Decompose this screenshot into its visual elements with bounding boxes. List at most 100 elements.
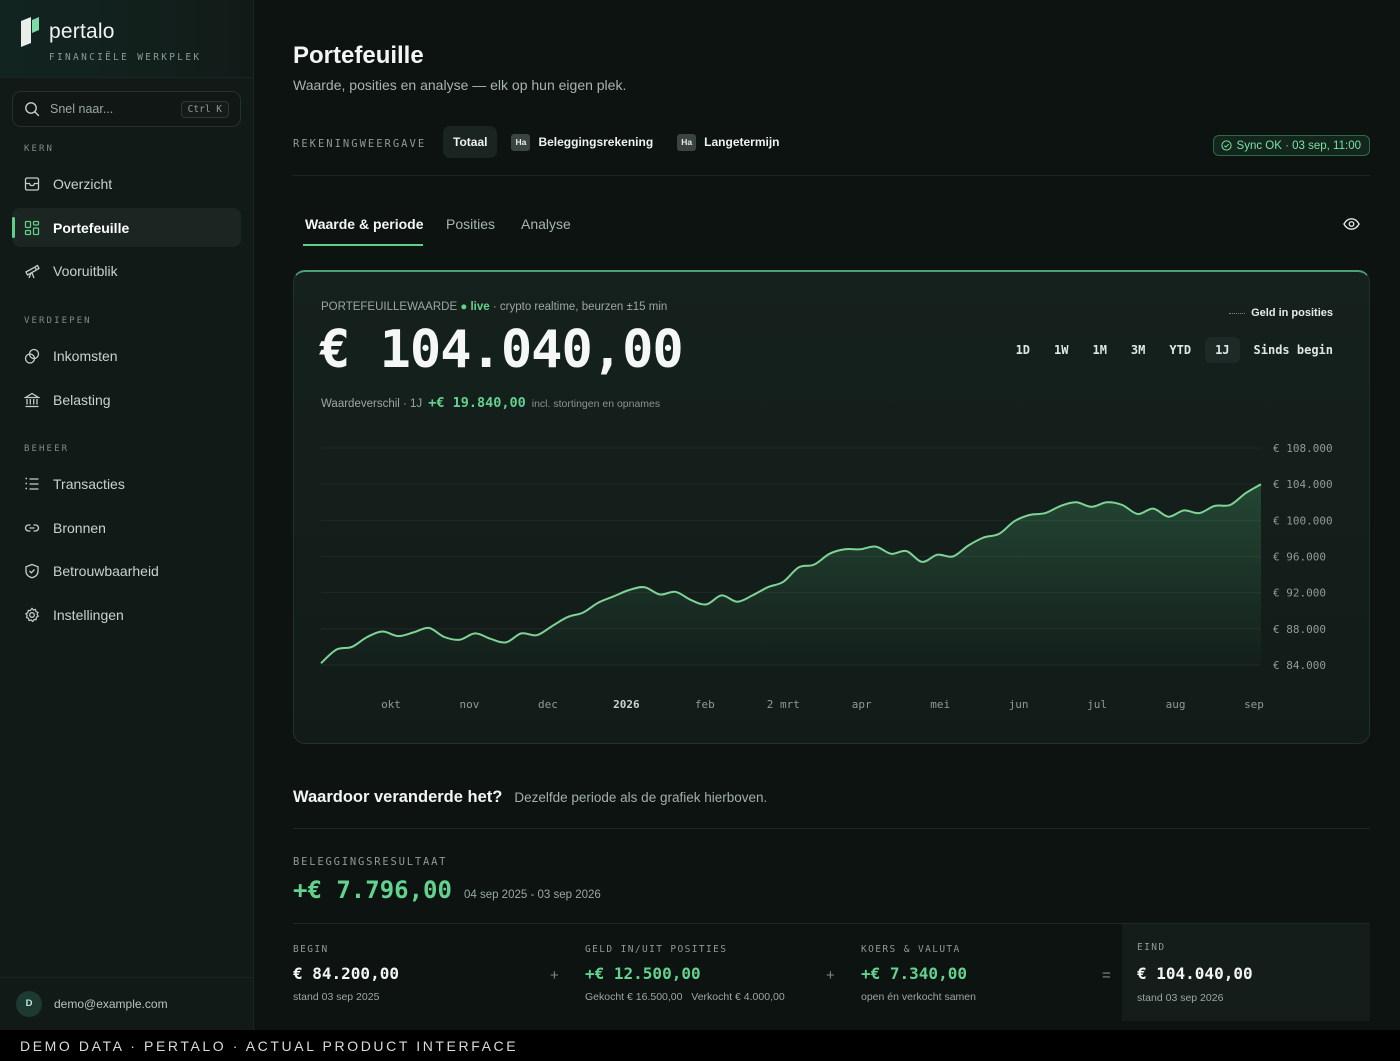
grid-icon <box>24 220 40 235</box>
x-tick-label: 2 mrt <box>767 698 800 711</box>
bridge-end-note: stand 03 sep 2026 <box>1137 992 1224 1004</box>
search-icon <box>25 102 40 117</box>
range-button-ytd[interactable]: YTD <box>1169 343 1192 357</box>
account-badge: Ha <box>677 133 697 151</box>
x-tick-label: mei <box>930 698 950 711</box>
link-icon <box>24 523 40 532</box>
y-tick-label: € 104.000 <box>1273 478 1333 491</box>
range-button-1m[interactable]: 1M <box>1092 343 1107 357</box>
bridge-flows-label: GELD IN/UIT POSITIES <box>585 944 728 955</box>
range-button-1w[interactable]: 1W <box>1054 343 1069 357</box>
tab-waarde-periode[interactable]: Waarde & periode <box>305 216 424 232</box>
section-label-kern: KERN <box>24 144 55 154</box>
sidebar-item-label: Instellingen <box>53 606 124 623</box>
bridge-flows-value: +€ 12.500,00 <box>585 964 701 983</box>
value-difference-amount: +€ 19.840,00 <box>428 395 526 411</box>
main-content: Portefeuille Waarde, posities en analyse… <box>254 0 1400 1030</box>
range-button-1d[interactable]: 1D <box>1015 343 1031 357</box>
avatar: D <box>16 990 42 1017</box>
account-option-label: Langetermijn <box>704 135 780 149</box>
live-note: · crypto realtime, beurzen ±15 min <box>492 301 668 313</box>
brand-name: pertalo <box>49 20 115 43</box>
investment-result: +€ 7.796,00 04 sep 2025 - 03 sep 2026 <box>293 876 601 904</box>
equals-operator: = <box>1102 967 1111 984</box>
range-button-sinds-begin[interactable]: Sinds begin <box>1253 343 1333 357</box>
sidebar-item-betrouwbaarheid[interactable]: Betrouwbaarheid <box>12 551 241 590</box>
sync-status-text: Sync OK · 03 sep, 11:00 <box>1236 139 1361 152</box>
brand: pertalo FINANCIËLE WERKPLEK <box>0 0 253 78</box>
coins-icon <box>24 348 40 364</box>
sidebar-item-label: Belasting <box>53 391 111 408</box>
pertalo-logo-icon <box>21 17 39 47</box>
investment-result-value: +€ 7.796,00 <box>293 876 452 904</box>
bridge-end: EIND € 104.040,00 stand 03 sep 2026 <box>1122 924 1370 1021</box>
legend-line-marker <box>1229 312 1246 314</box>
shield-icon <box>25 563 39 578</box>
y-tick-label: € 96.000 <box>1273 551 1326 564</box>
bridge-fx-note: open én verkocht samen <box>861 991 976 1003</box>
sync-status-badge: Sync OK · 03 sep, 11:00 <box>1212 135 1370 156</box>
sidebar-item-transacties[interactable]: Transacties <box>12 464 241 503</box>
legend-label: Geld in posities <box>1251 307 1333 319</box>
value-bridge: BEGIN € 84.200,00 stand 03 sep 2025 + GE… <box>293 923 1370 1021</box>
tab-posities[interactable]: Posities <box>446 216 496 232</box>
tab-analyse[interactable]: Analyse <box>521 216 571 232</box>
portfolio-value: € 104.040,00 <box>319 320 684 380</box>
change-explanation-title: Waardoor veranderde het? <box>293 788 503 806</box>
sidebar-item-overzicht[interactable]: Overzicht <box>12 164 241 203</box>
divider <box>293 828 1370 829</box>
range-button-3m[interactable]: 3M <box>1130 343 1146 357</box>
sidebar-item-inkomsten[interactable]: Inkomsten <box>12 336 241 375</box>
y-tick-label: € 88.000 <box>1273 623 1326 636</box>
range-selector: 1D 1W 1M 3M YTD 1J Sinds begin <box>1006 337 1343 363</box>
plus-operator: + <box>550 967 559 984</box>
value-difference: Waardeverschil · 1J +€ 19.840,00 incl. s… <box>321 395 660 411</box>
eye-icon[interactable] <box>1343 217 1360 231</box>
page-subtitle: Waarde, posities en analyse — elk op hun… <box>293 77 627 93</box>
bridge-end-value: € 104.040,00 <box>1137 964 1253 983</box>
x-tick-label: 2026 <box>613 698 640 711</box>
account-option-label: Beleggingsrekening <box>538 135 654 149</box>
sidebar-item-bronnen[interactable]: Bronnen <box>12 508 241 547</box>
account-option-label: Totaal <box>453 135 488 149</box>
account-option-totaal[interactable]: Totaal <box>443 126 498 158</box>
page-title: Portefeuille <box>293 42 424 69</box>
sidebar-item-portefeuille[interactable]: Portefeuille <box>12 208 241 247</box>
account-option-langetermijn[interactable]: Ha Langetermijn <box>667 126 789 158</box>
x-tick-label: jun <box>1009 698 1029 711</box>
investment-result-label: BELEGGINGSRESULTAAT <box>293 856 448 868</box>
bridge-fx-value: +€ 7.340,00 <box>861 964 967 983</box>
sidebar-item-instellingen[interactable]: Instellingen <box>12 595 241 634</box>
section-label-verdiepen: VERDIEPEN <box>24 316 92 326</box>
demo-footer: DEMO DATA · PERTALO · ACTUAL PRODUCT INT… <box>0 1030 1400 1061</box>
portfolio-value-label: PORTEFEUILLEWAARDE ● live · crypto realt… <box>321 301 667 313</box>
bridge-end-label: EIND <box>1137 942 1166 953</box>
chart-legend: Geld in posities <box>1229 307 1333 319</box>
sidebar-item-label: Betrouwbaarheid <box>53 562 159 579</box>
active-tab-indicator <box>303 244 423 246</box>
investment-result-period: 04 sep 2025 - 03 sep 2026 <box>463 889 601 901</box>
x-tick-label: feb <box>695 698 715 711</box>
sold-amount: Verkocht € 4.000,00 <box>691 991 785 1003</box>
bridge-begin-label: BEGIN <box>293 944 329 955</box>
account-option-beleggingsrekening[interactable]: Ha Beleggingsrekening <box>501 126 663 158</box>
sidebar-item-label: Inkomsten <box>53 347 118 364</box>
user-email: demo@example.com <box>54 996 168 1011</box>
search-placeholder: Snel naar... <box>50 102 114 116</box>
sidebar-item-vooruitblik[interactable]: Vooruitblik <box>12 251 241 290</box>
bank-icon <box>24 392 40 407</box>
portfolio-value-card: PORTEFEUILLEWAARDE ● live · crypto realt… <box>293 270 1370 744</box>
y-tick-label: € 108.000 <box>1273 442 1333 455</box>
bought-amount: Gekocht € 16.500,00 <box>585 991 683 1003</box>
sidebar-item-label: Vooruitblik <box>53 262 118 279</box>
brand-subtitle: FINANCIËLE WERKPLEK <box>49 52 202 63</box>
search-input[interactable]: Snel naar... Ctrl K <box>12 91 241 127</box>
change-explanation-header: Waardoor veranderde het? Dezelfde period… <box>293 788 767 807</box>
plus-operator: + <box>826 967 835 984</box>
x-tick-label: dec <box>538 698 558 711</box>
portfolio-value-title: PORTEFEUILLEWAARDE <box>321 301 458 313</box>
range-button-1j[interactable]: 1J <box>1205 337 1240 363</box>
sidebar-item-belasting[interactable]: Belasting <box>12 380 241 419</box>
user-menu[interactable]: D demo@example.com <box>0 977 254 1029</box>
bridge-begin-value: € 84.200,00 <box>293 964 399 983</box>
